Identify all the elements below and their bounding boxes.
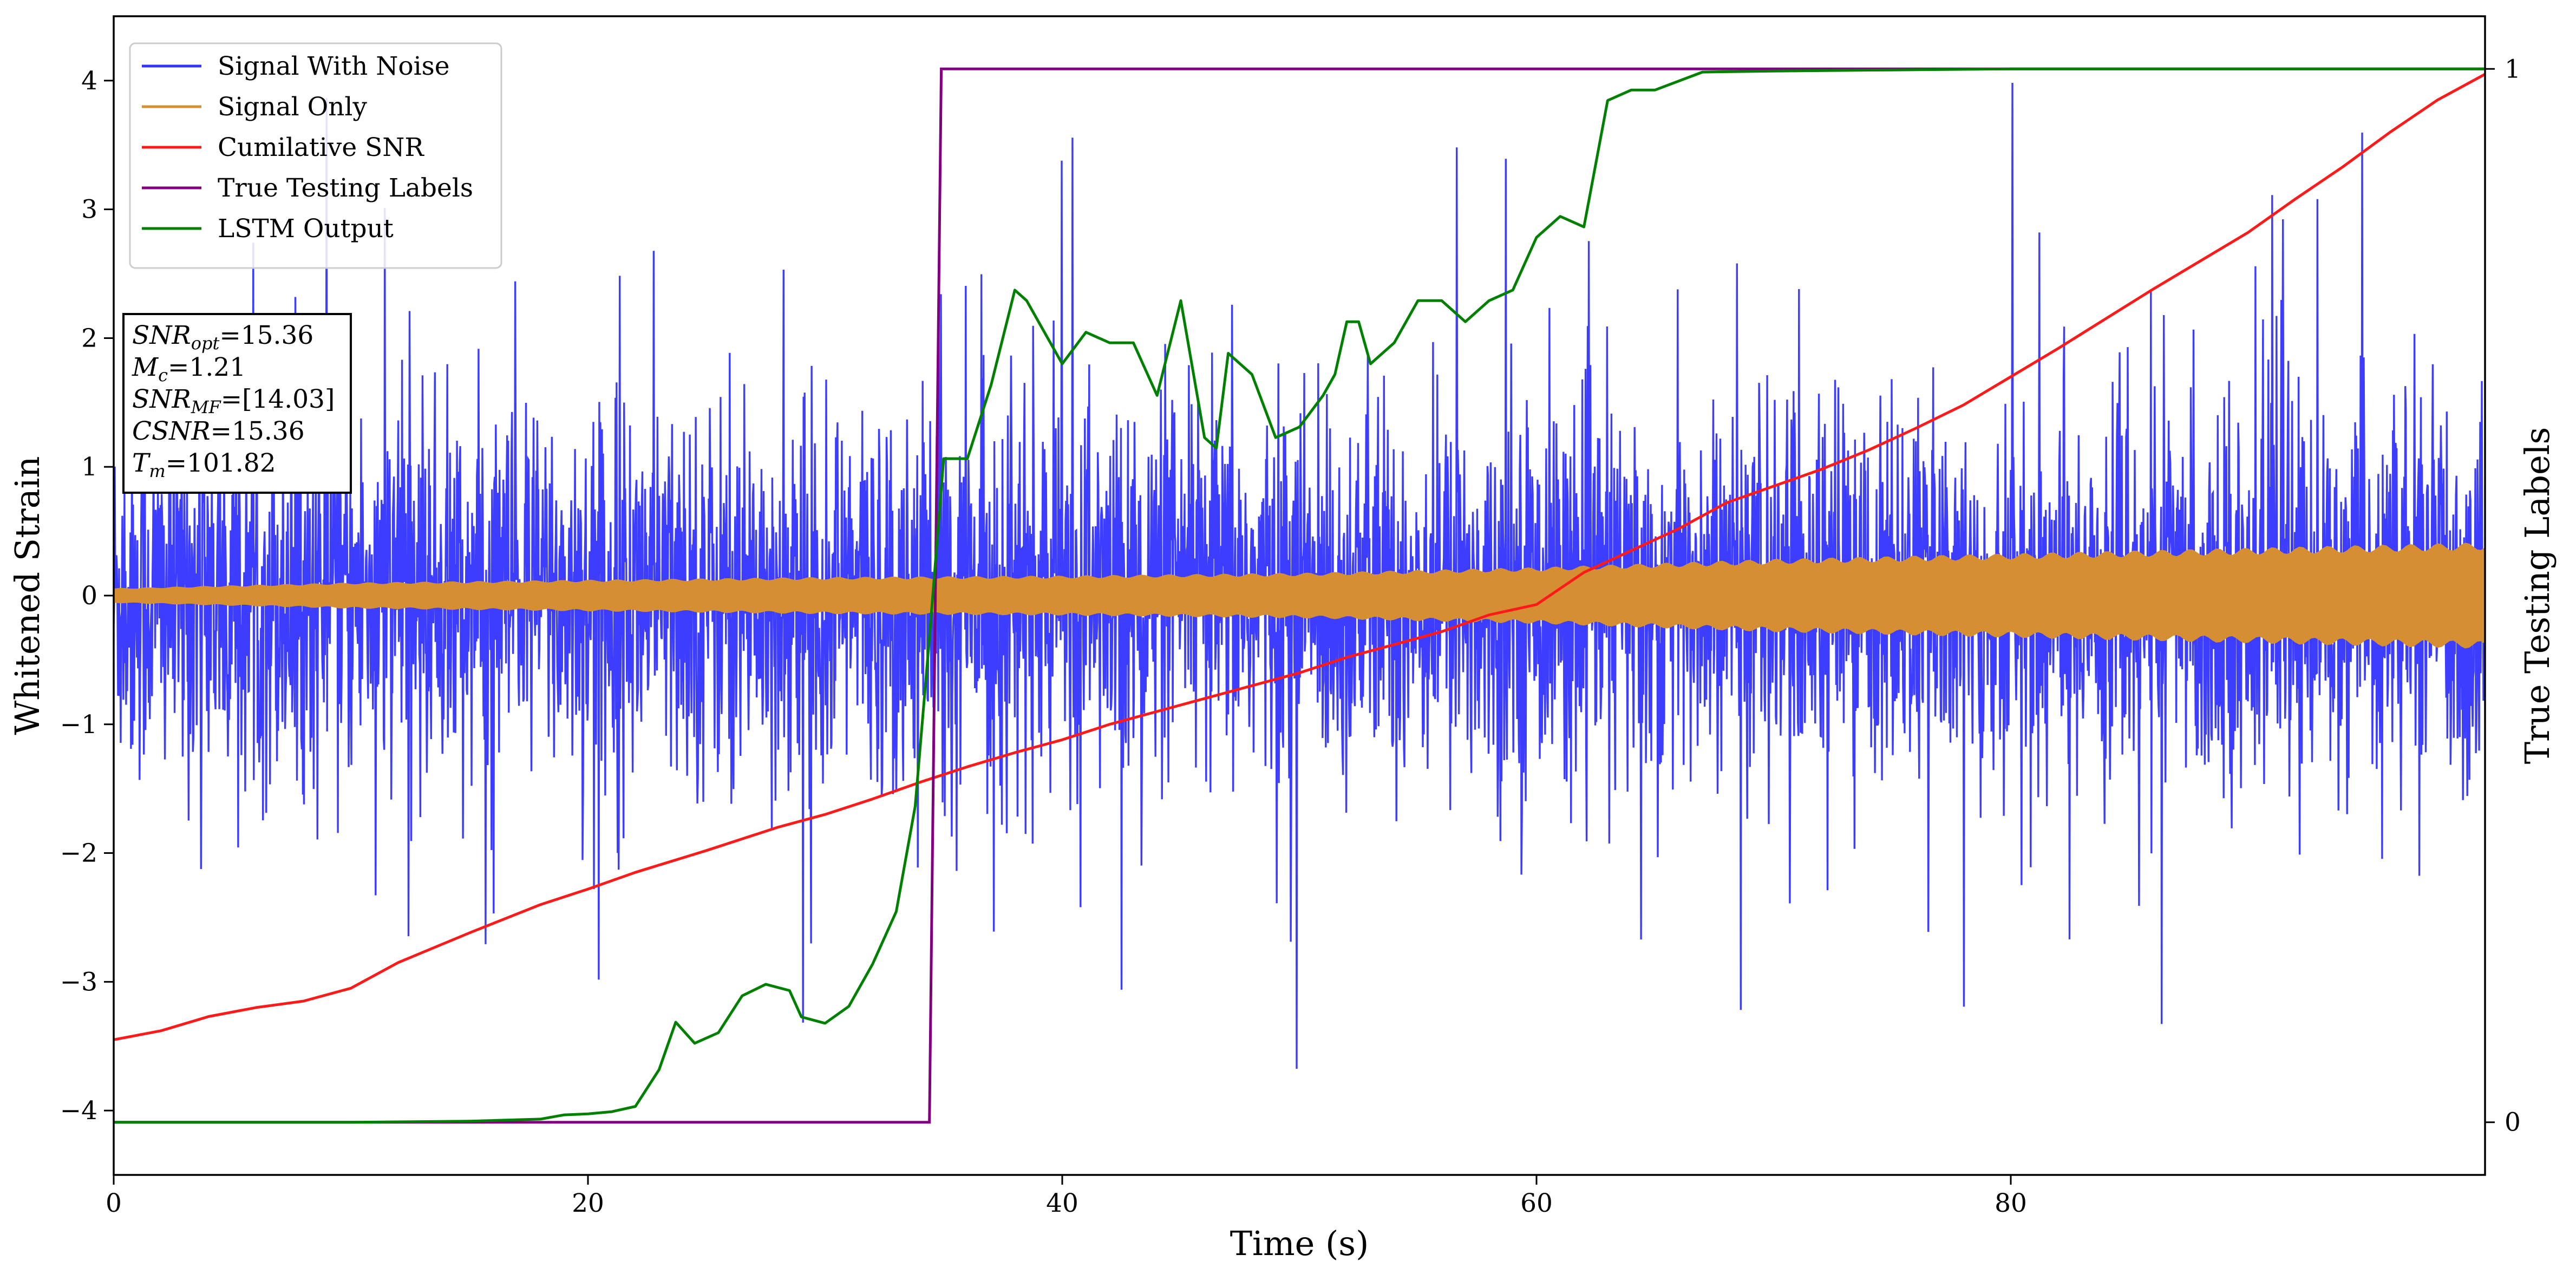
y-tick-label: −2	[60, 839, 97, 868]
y-tick-label: 3	[81, 195, 97, 225]
axes: Time (s) Whitened Strain True Testing La…	[8, 15, 2557, 1263]
y-tick-label: 0	[81, 581, 97, 611]
series-signal-only-band	[114, 543, 2485, 649]
legend-label: Cumilative SNR	[218, 133, 424, 162]
info-box: SNRopt=15.36Mc=1.21SNRMF=[14.03]CSNR=15.…	[122, 313, 352, 494]
y-tick-label: −1	[60, 710, 97, 740]
series-true-testing-labels-line	[114, 67, 2485, 1124]
y-tick-label: 1	[81, 452, 97, 482]
x-tick-label: 0	[106, 1188, 122, 1218]
info-line-subscript: m	[149, 461, 165, 481]
legend-label: LSTM Output	[218, 214, 394, 244]
series-group	[114, 67, 2485, 1124]
x-tick-label: 20	[572, 1188, 604, 1218]
legend: Signal With Noise Signal Only Cumilative S…	[129, 42, 502, 269]
info-line-subscript: c	[158, 365, 168, 386]
series-cumilative-snr-line	[114, 73, 2485, 1041]
legend-label: Signal With Noise	[218, 51, 450, 81]
info-line-variable: M	[132, 352, 159, 382]
info-line-value: =15.36	[219, 321, 313, 350]
y-axis-title: Whitened Strain	[8, 456, 47, 735]
y2-axis-title: True Testing Labels	[2518, 427, 2557, 765]
y-tick-label: −3	[60, 967, 97, 997]
legend-label: True Testing Labels	[218, 173, 473, 203]
info-line-subscript: MF	[191, 397, 222, 417]
series-lstm-output-line	[114, 67, 2485, 1124]
y2-tick-label: 0	[2505, 1108, 2521, 1138]
info-line-subscript: opt	[191, 333, 220, 354]
info-line-value: =15.36	[211, 416, 305, 446]
info-line: Mc=1.21	[132, 352, 246, 386]
plot-area	[114, 67, 2485, 1124]
info-box-frame	[122, 313, 352, 494]
info-line-variable: CSNR	[132, 416, 211, 446]
info-line: SNRMF=[14.03]	[132, 384, 335, 417]
x-tick-label: 80	[1995, 1188, 2027, 1218]
info-line-value: =1.21	[168, 352, 246, 382]
x-tick-label: 60	[1520, 1188, 1553, 1218]
y2-tick-label: 1	[2505, 54, 2521, 84]
y-tick-label: −4	[60, 1096, 97, 1126]
info-line: CSNR=15.36	[132, 416, 305, 446]
info-line-variable: T	[132, 448, 151, 478]
info-line: SNRopt=15.36	[132, 321, 313, 354]
legend-box	[129, 42, 502, 269]
info-line-variable: SNR	[132, 321, 191, 350]
info-line-value: =[14.03]	[221, 384, 335, 414]
x-tick-label: 40	[1046, 1188, 1078, 1218]
x-axis-title: Time (s)	[1230, 1224, 1369, 1263]
y-tick-label: 4	[81, 66, 97, 96]
y-tick-label: 2	[81, 323, 97, 353]
legend-label: Signal Only	[218, 92, 367, 122]
info-line: Tm=101.82	[132, 448, 276, 481]
info-line-variable: SNR	[132, 384, 191, 414]
info-line-value: =101.82	[166, 448, 276, 478]
